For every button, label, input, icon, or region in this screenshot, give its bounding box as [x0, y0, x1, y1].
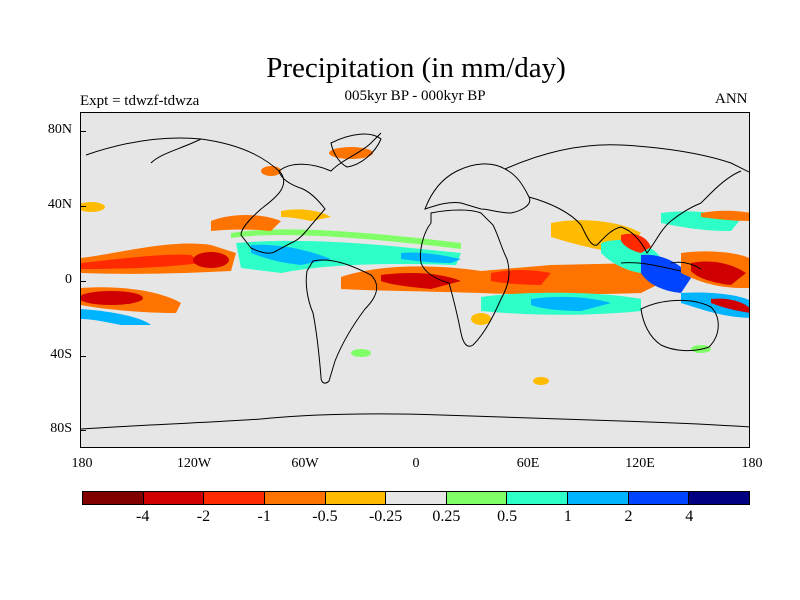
experiment-label: Expt = tdwzf-tdwza — [80, 93, 200, 109]
y-axis-label: 40N — [47, 197, 72, 212]
colorbar-label: 0.25 — [432, 508, 461, 525]
anomaly-patch — [281, 209, 331, 221]
x-axis-label: 0 — [412, 456, 420, 471]
anomaly-patch — [531, 296, 611, 311]
x-axis-label: 60E — [516, 456, 540, 471]
y-axis-label: 80S — [50, 421, 72, 436]
colorbar-label: -0.25 — [368, 508, 403, 525]
anomaly-patch — [401, 252, 461, 263]
anomaly-patch — [701, 210, 749, 221]
coastline-asia — [504, 144, 749, 254]
coastline-antarctica — [81, 413, 749, 430]
precipitation-map — [81, 132, 749, 430]
y-axis-label: 80N — [47, 122, 72, 137]
coastline-north-america — [85, 132, 382, 254]
map-panel — [80, 112, 750, 448]
coastlines — [81, 132, 749, 430]
colorbar-box — [386, 492, 447, 504]
colorbar-box — [264, 492, 326, 504]
anomaly-patch — [621, 233, 651, 253]
anomaly-patch — [691, 261, 746, 285]
colorbar-box — [83, 492, 144, 504]
coastline-australia — [640, 299, 719, 352]
colorbar-label: 0.5 — [497, 508, 518, 525]
y-axis-label: 40S — [50, 347, 72, 362]
anomaly-patch — [641, 254, 691, 293]
colorbar-box — [204, 492, 265, 504]
x-axis-label: 60W — [291, 456, 319, 471]
coastline-africa — [420, 209, 510, 347]
colorbar-label: 2 — [624, 508, 633, 525]
colorbar-label: 1 — [563, 508, 572, 525]
y-tick — [80, 356, 86, 357]
colorbar-box — [446, 492, 508, 504]
coastline-europe — [424, 163, 531, 214]
y-tick — [80, 281, 86, 282]
colorbar-label: -1 — [257, 508, 271, 525]
colorbar-box — [325, 492, 387, 504]
anomaly-patch — [681, 292, 749, 318]
anomaly-patch — [81, 309, 151, 325]
anomaly-patch — [471, 313, 491, 325]
anomaly-patch — [381, 273, 461, 289]
anomaly-patch — [261, 166, 281, 176]
anomaly-patch — [711, 298, 749, 313]
anomaly-patches — [81, 147, 749, 385]
anomaly-patch — [231, 229, 461, 249]
colorbar-label: 4 — [685, 508, 694, 525]
y-tick — [80, 206, 86, 207]
anomaly-patch — [533, 377, 549, 385]
coastline-indonesia — [620, 261, 702, 272]
anomaly-patch — [351, 349, 371, 357]
anomaly-patch — [81, 254, 201, 269]
anomaly-patch — [211, 215, 281, 231]
y-tick — [80, 131, 86, 132]
colorbar — [82, 491, 750, 505]
colorbar-label: -2 — [196, 508, 211, 525]
anomaly-patch — [81, 291, 143, 305]
anomaly-patch — [193, 252, 229, 268]
colorbar-box — [689, 492, 750, 504]
colorbar-label: -0.5 — [312, 508, 338, 525]
colorbar-box — [143, 492, 205, 504]
y-tick — [80, 430, 86, 431]
y-axis-label: 0 — [65, 272, 72, 287]
coastline-greenland — [330, 133, 382, 168]
colorbar-box — [568, 492, 629, 504]
x-axis-label: 180 — [741, 456, 763, 471]
time-period-subtitle: 005kyr BP - 000kyr BP — [344, 88, 486, 104]
colorbar-label: -4 — [136, 508, 150, 525]
coastline-south-america — [305, 259, 378, 384]
anomaly-patch — [81, 202, 105, 212]
x-axis-label: 180 — [71, 456, 93, 471]
anomaly-patch — [251, 244, 331, 265]
season-label: ANN — [715, 91, 748, 107]
plot-title: Precipitation (in mm/day) — [266, 52, 566, 84]
x-axis-label: 120E — [625, 456, 655, 471]
x-axis-label: 120W — [176, 456, 212, 471]
colorbar-box — [507, 492, 569, 504]
anomaly-patch — [491, 270, 551, 285]
colorbar-box — [628, 492, 690, 504]
